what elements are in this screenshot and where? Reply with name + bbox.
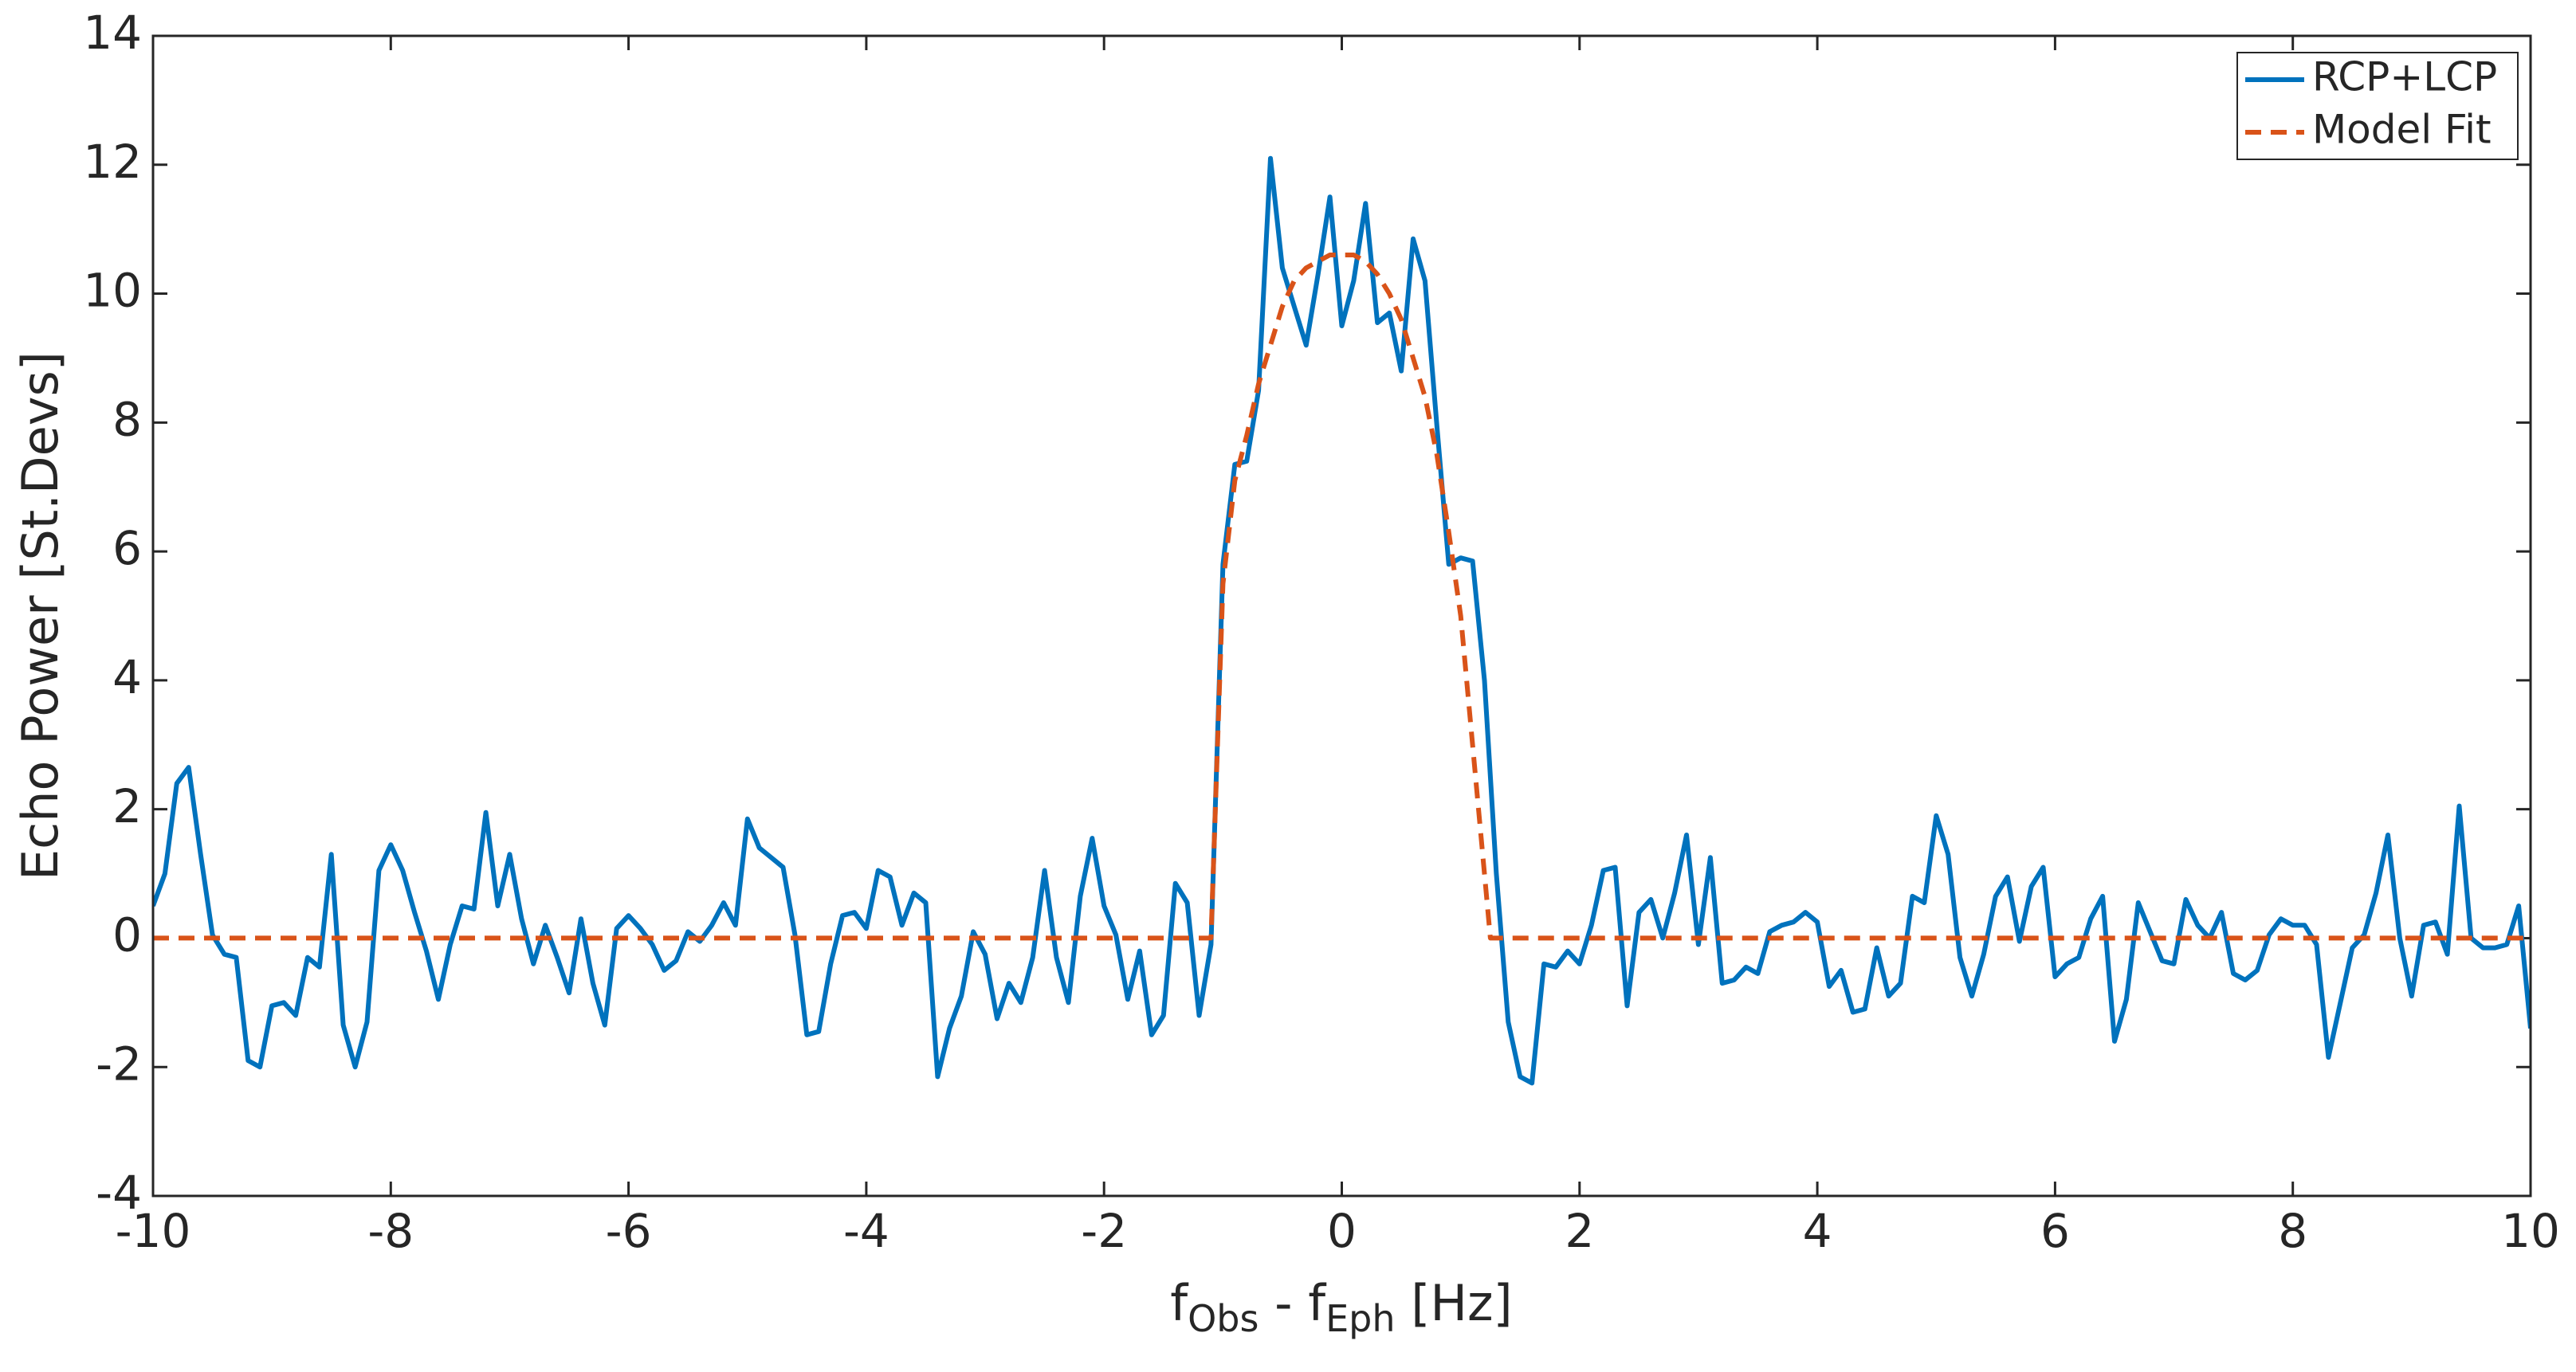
y-tick-label: 8 (112, 392, 142, 446)
y-tick-label: -2 (96, 1037, 142, 1091)
y-axis-label: Echo Power [St.Devs] (11, 351, 69, 880)
x-tick-label: 6 (2040, 1204, 2070, 1258)
x-tick-label: -10 (116, 1204, 191, 1258)
y-tick-label: 2 (112, 779, 142, 833)
x-tick-label: 2 (1565, 1204, 1594, 1258)
x-label-part: Eph (1325, 1297, 1395, 1340)
y-tick-label: 14 (83, 6, 142, 60)
plot-frame (151, 34, 2532, 1198)
x-label-part: [Hz] (1396, 1274, 1513, 1332)
y-tick-label: 10 (83, 264, 142, 318)
y-tick-label: 6 (112, 521, 142, 575)
x-tick-label: 10 (2501, 1204, 2560, 1258)
x-label-part: - f (1259, 1274, 1327, 1332)
y-tick-label: 4 (112, 650, 142, 704)
x-tick-label: -6 (606, 1204, 652, 1258)
legend-label: RCP+LCP (2312, 54, 2497, 100)
x-axis-label: fObs - fEph [Hz] (1170, 1274, 1513, 1339)
x-label-part: Obs (1188, 1297, 1259, 1340)
x-tick-label: 4 (1803, 1204, 1832, 1258)
legend-label: Model Fit (2312, 107, 2492, 153)
y-tick-label: -4 (96, 1166, 142, 1220)
x-label-part: f (1170, 1274, 1189, 1332)
x-tick-label: 0 (1327, 1204, 1357, 1258)
legend-box (2236, 52, 2519, 160)
x-tick-label: -2 (1081, 1204, 1127, 1258)
x-tick-label: 8 (2278, 1204, 2307, 1258)
x-tick-label: -4 (843, 1204, 889, 1258)
data-line (153, 155, 2531, 1086)
data-line (153, 253, 2531, 941)
x-tick-label: -8 (367, 1204, 414, 1258)
y-tick-label: 0 (112, 908, 142, 962)
y-tick-label: 12 (83, 135, 142, 189)
